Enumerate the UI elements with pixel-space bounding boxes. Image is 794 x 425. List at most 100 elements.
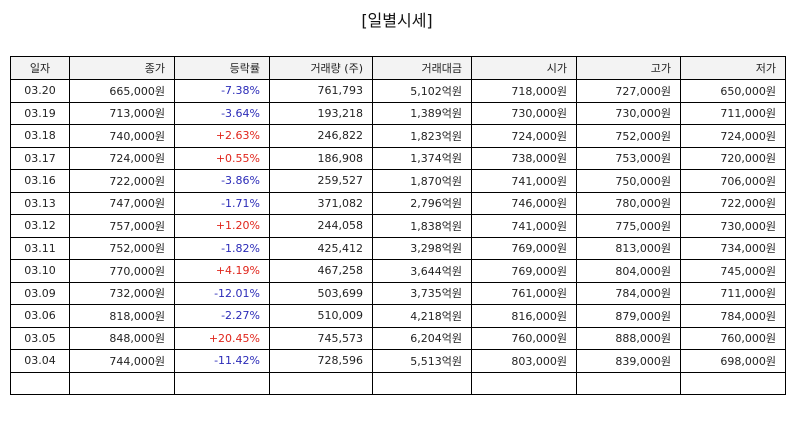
cell-close: 713,000원 [69, 101, 175, 125]
cell-date: 03.17 [10, 146, 70, 170]
cell-close: 732,000원 [69, 281, 175, 305]
cell-change: +2.63% [174, 124, 270, 148]
empty-row [10, 371, 786, 395]
table-row: 03.10 770,000원 +4.19% 467,258 3,644억원 769,000… [10, 259, 786, 283]
header-close: 종가 [69, 56, 175, 80]
header-open: 시가 [471, 56, 577, 80]
cell-change: -1.71% [174, 191, 270, 215]
cell-amount: 1,870억원 [372, 169, 472, 193]
cell-high: 753,000원 [576, 146, 681, 170]
cell-change: +1.20% [174, 214, 270, 238]
cell-close: 740,000원 [69, 124, 175, 148]
cell-change: +0.55% [174, 146, 270, 170]
cell-high: 780,000원 [576, 191, 681, 215]
cell-amount: 2,796억원 [372, 191, 472, 215]
cell-open: 761,000원 [471, 281, 577, 305]
table-row: 03.04 744,000원 -11.42% 728,596 5,513억원 803,00… [10, 349, 786, 373]
table-row: 03.18 740,000원 +2.63% 246,822 1,823억원 724,000… [10, 124, 786, 148]
cell-open: 769,000원 [471, 259, 577, 283]
cell-date: 03.20 [10, 79, 70, 103]
cell-low: 698,000원 [680, 349, 786, 373]
header-volume: 거래량 (주) [269, 56, 373, 80]
cell-change: +20.45% [174, 326, 270, 350]
empty-cell [680, 371, 786, 395]
cell-high: 750,000원 [576, 169, 681, 193]
cell-open: 746,000원 [471, 191, 577, 215]
cell-change: -2.27% [174, 304, 270, 328]
cell-close: 752,000원 [69, 236, 175, 260]
cell-change: -1.82% [174, 236, 270, 260]
cell-date: 03.11 [10, 236, 70, 260]
cell-open: 741,000원 [471, 169, 577, 193]
table-row: 03.20 665,000원 -7.38% 761,793 5,102억원 718,000… [10, 79, 786, 103]
cell-close: 818,000원 [69, 304, 175, 328]
empty-cell [174, 371, 270, 395]
cell-low: 711,000원 [680, 281, 786, 305]
empty-cell [372, 371, 472, 395]
cell-amount: 3,298억원 [372, 236, 472, 260]
cell-close: 757,000원 [69, 214, 175, 238]
cell-amount: 6,204억원 [372, 326, 472, 350]
cell-volume: 425,412 [269, 236, 373, 260]
cell-date: 03.10 [10, 259, 70, 283]
cell-open: 738,000원 [471, 146, 577, 170]
cell-amount: 1,389억원 [372, 101, 472, 125]
cell-low: 706,000원 [680, 169, 786, 193]
cell-amount: 3,735억원 [372, 281, 472, 305]
empty-cell [69, 371, 175, 395]
cell-date: 03.05 [10, 326, 70, 350]
cell-change: +4.19% [174, 259, 270, 283]
cell-change: -11.42% [174, 349, 270, 373]
cell-date: 03.12 [10, 214, 70, 238]
cell-close: 724,000원 [69, 146, 175, 170]
cell-open: 724,000원 [471, 124, 577, 148]
cell-volume: 186,908 [269, 146, 373, 170]
cell-change: -7.38% [174, 79, 270, 103]
cell-low: 722,000원 [680, 191, 786, 215]
cell-open: 769,000원 [471, 236, 577, 260]
cell-date: 03.06 [10, 304, 70, 328]
cell-volume: 503,699 [269, 281, 373, 305]
cell-close: 770,000원 [69, 259, 175, 283]
cell-close: 665,000원 [69, 79, 175, 103]
table-row: 03.09 732,000원 -12.01% 503,699 3,735억원 761,00… [10, 281, 786, 305]
cell-close: 722,000원 [69, 169, 175, 193]
table-row: 03.16 722,000원 -3.86% 259,527 1,870억원 741,000… [10, 169, 786, 193]
cell-volume: 244,058 [269, 214, 373, 238]
cell-close: 747,000원 [69, 191, 175, 215]
header-low: 저가 [680, 56, 786, 80]
table-row: 03.17 724,000원 +0.55% 186,908 1,374억원 738,000… [10, 146, 786, 170]
header-high: 고가 [576, 56, 681, 80]
cell-change: -3.86% [174, 169, 270, 193]
cell-high: 775,000원 [576, 214, 681, 238]
cell-high: 752,000원 [576, 124, 681, 148]
cell-date: 03.16 [10, 169, 70, 193]
cell-amount: 1,823억원 [372, 124, 472, 148]
header-amount: 거래대금 [372, 56, 472, 80]
table-row: 03.13 747,000원 -1.71% 371,082 2,796억원 746,000… [10, 191, 786, 215]
empty-cell [471, 371, 577, 395]
table-header-row: 일자 종가 등락률 거래량 (주) 거래대금 시가 고가 저가 [10, 56, 786, 80]
header-date: 일자 [10, 56, 70, 80]
cell-open: 816,000원 [471, 304, 577, 328]
cell-date: 03.09 [10, 281, 70, 305]
cell-high: 727,000원 [576, 79, 681, 103]
cell-low: 745,000원 [680, 259, 786, 283]
cell-high: 839,000원 [576, 349, 681, 373]
cell-open: 803,000원 [471, 349, 577, 373]
cell-low: 734,000원 [680, 236, 786, 260]
cell-date: 03.04 [10, 349, 70, 373]
daily-price-table: 일자 종가 등락률 거래량 (주) 거래대금 시가 고가 저가 03.20 665… [10, 56, 786, 395]
cell-low: 760,000원 [680, 326, 786, 350]
cell-change: -12.01% [174, 281, 270, 305]
cell-open: 760,000원 [471, 326, 577, 350]
cell-volume: 510,009 [269, 304, 373, 328]
cell-volume: 246,822 [269, 124, 373, 148]
empty-cell [576, 371, 681, 395]
table-row: 03.19 713,000원 -3.64% 193,218 1,389억원 730,000… [10, 101, 786, 125]
cell-volume: 193,218 [269, 101, 373, 125]
cell-low: 730,000원 [680, 214, 786, 238]
cell-volume: 467,258 [269, 259, 373, 283]
cell-date: 03.19 [10, 101, 70, 125]
table-row: 03.11 752,000원 -1.82% 425,412 3,298억원 769,000… [10, 236, 786, 260]
